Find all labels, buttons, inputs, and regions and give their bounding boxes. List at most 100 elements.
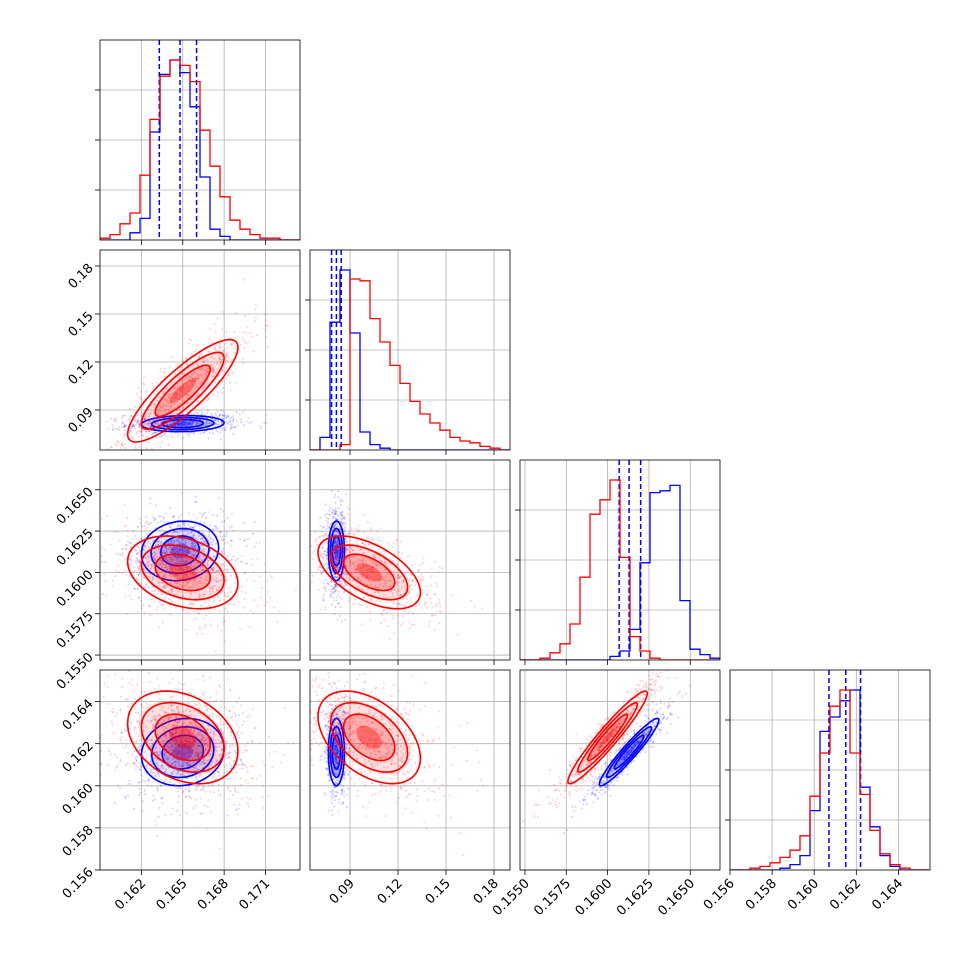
contour-1 xyxy=(150,527,210,575)
contour-2 xyxy=(154,713,212,762)
histogram-series-0 xyxy=(520,484,720,660)
panel-frame xyxy=(309,459,511,661)
grid-lines xyxy=(729,670,930,870)
density-level-2 xyxy=(169,378,197,404)
contour-2 xyxy=(586,713,629,762)
density-level-2 xyxy=(356,563,382,582)
histogram-series-0 xyxy=(100,59,300,240)
y-tick-label: 0.12 xyxy=(66,357,97,388)
x-tick-label: 0.160 xyxy=(785,876,822,913)
contour-0 xyxy=(598,717,660,787)
y-tick-label: 0.18 xyxy=(66,261,97,292)
grid-lines xyxy=(310,670,510,871)
density-level-2 xyxy=(172,743,194,761)
contour-1 xyxy=(329,701,409,773)
contour-0 xyxy=(126,690,239,785)
contour-2 xyxy=(154,364,212,418)
contour-2 xyxy=(154,553,212,592)
contour-1 xyxy=(329,725,344,779)
y-tick-label: 0.160 xyxy=(60,781,97,818)
x-tick-label: 0.1625 xyxy=(614,876,657,919)
density-level-0 xyxy=(149,725,216,780)
x-tick-label: 0.168 xyxy=(195,876,232,913)
grid-lines xyxy=(100,250,300,450)
panel-frame xyxy=(99,249,301,451)
y-tick-label: 0.1600 xyxy=(54,567,97,610)
density-level-2 xyxy=(169,725,197,749)
contour-0 xyxy=(327,717,346,787)
scatter-points-1 xyxy=(310,672,485,857)
scatter-points-1 xyxy=(100,503,297,653)
contour-1 xyxy=(329,527,344,575)
panel-frame xyxy=(519,669,721,871)
x-tick-label: 0.162 xyxy=(827,876,864,913)
contour-0 xyxy=(126,338,239,443)
contour-0 xyxy=(317,690,422,785)
density-level-1 xyxy=(343,714,395,761)
scatter-panel-3-1: 0.09 0.12 0.15 0.18 xyxy=(309,669,511,907)
histogram-series-1 xyxy=(730,689,930,870)
density-level-2 xyxy=(169,563,197,582)
x-tick-label: 0.15 xyxy=(423,876,454,907)
panel-frame xyxy=(309,669,511,871)
contour-0 xyxy=(126,535,239,610)
y-tick-label: 0.162 xyxy=(60,739,97,776)
panel-frame xyxy=(99,669,301,871)
x-tick-label: 0.164 xyxy=(869,876,906,913)
histogram-series-1 xyxy=(520,479,720,660)
density-level-0 xyxy=(138,349,227,432)
density-level-0 xyxy=(575,700,640,775)
grid-lines xyxy=(520,460,720,660)
histogram-series-1 xyxy=(310,278,510,450)
x-tick-label: 0.158 xyxy=(743,876,780,913)
contour-2 xyxy=(159,535,201,567)
contour-0 xyxy=(567,690,649,785)
density-level-1 xyxy=(587,714,628,761)
histogram-panel-2 xyxy=(515,459,721,665)
contour-2 xyxy=(613,734,645,770)
density-level-2 xyxy=(356,725,382,749)
density-level-1 xyxy=(614,735,644,769)
density-level-1 xyxy=(343,554,395,591)
x-tick-label: 0.12 xyxy=(375,876,406,907)
density-level-2 xyxy=(621,743,637,761)
y-tick-label: 0.1650 xyxy=(54,485,97,528)
x-tick-label: 0.1650 xyxy=(655,876,698,919)
histogram-panel-0 xyxy=(95,39,301,245)
contour-0 xyxy=(140,520,220,582)
contour-2 xyxy=(342,553,396,592)
y-tick-label: 0.1625 xyxy=(54,526,97,569)
x-tick-label: 0.162 xyxy=(112,876,149,913)
y-tick-label: 0.164 xyxy=(60,697,97,734)
contour-1 xyxy=(605,725,653,779)
contour-1 xyxy=(329,544,409,601)
density-level-1 xyxy=(155,554,211,591)
density-level-0 xyxy=(149,527,211,575)
scatter-panel-2-1 xyxy=(309,459,511,665)
grid-lines xyxy=(310,460,510,660)
x-tick-label: 0.1575 xyxy=(531,876,574,919)
grid-lines xyxy=(100,670,300,871)
density-level-1 xyxy=(160,536,200,566)
scatter-points-1 xyxy=(100,670,295,850)
density-level-2 xyxy=(597,725,618,749)
scatter-points-1 xyxy=(310,506,484,640)
contour-2 xyxy=(342,713,396,762)
x-tick-label: 0.09 xyxy=(327,876,358,907)
y-tick-label: 0.09 xyxy=(66,405,97,436)
histogram-series-1 xyxy=(100,59,300,240)
histogram-panel-3: 0.156 0.158 0.160 0.162 0.164 xyxy=(701,669,931,913)
density-level-1 xyxy=(332,536,341,566)
contour-0 xyxy=(317,535,422,610)
contour-1 xyxy=(140,701,225,773)
density-level-0 xyxy=(605,725,653,779)
panel-frame xyxy=(99,459,301,661)
contour-1 xyxy=(577,701,639,773)
y-tick-label: 0.15 xyxy=(66,309,97,340)
contour-2 xyxy=(161,734,205,770)
y-tick-label: 0.1575 xyxy=(54,609,97,652)
